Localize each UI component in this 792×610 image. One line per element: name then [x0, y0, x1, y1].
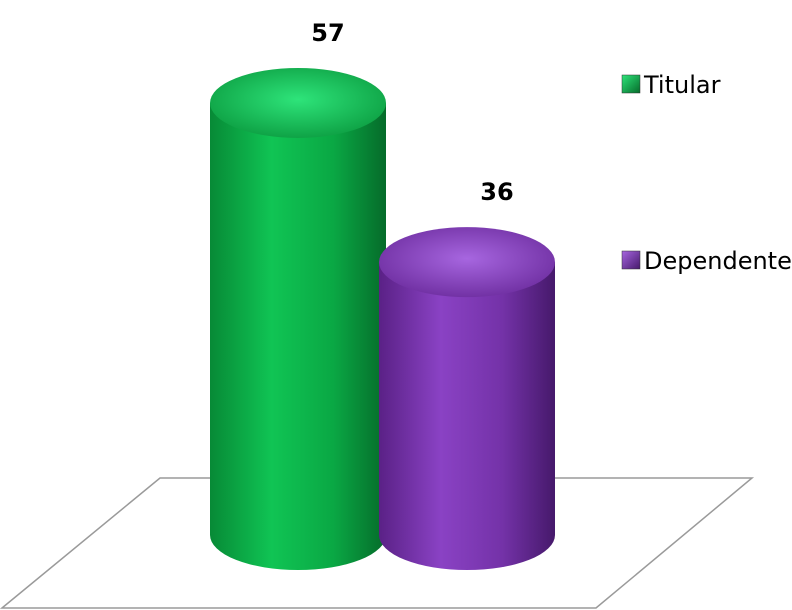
legend-item-dependente: Dependente — [621, 247, 792, 275]
legend-swatch — [621, 250, 641, 270]
legend: Titular Dependente — [621, 71, 792, 275]
bar-dependente — [379, 227, 555, 570]
data-label-dependente: 36 — [480, 178, 513, 206]
bar-titular — [210, 67, 386, 570]
legend-label: Dependente — [644, 247, 792, 275]
legend-item-titular: Titular — [621, 71, 721, 99]
bar-body — [379, 262, 555, 570]
bar-body — [210, 102, 386, 570]
bar-top — [210, 67, 386, 138]
legend-label: Titular — [643, 71, 721, 99]
legend-swatch — [621, 74, 641, 94]
bar-top — [379, 227, 555, 298]
data-label-titular: 57 — [311, 19, 344, 47]
